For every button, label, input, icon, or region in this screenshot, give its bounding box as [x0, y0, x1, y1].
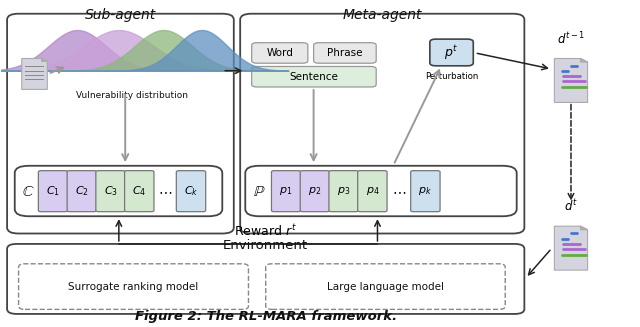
- Text: Word: Word: [266, 48, 293, 58]
- Text: Sentence: Sentence: [289, 72, 338, 81]
- FancyBboxPatch shape: [38, 171, 68, 212]
- Text: Surrogate ranking model: Surrogate ranking model: [68, 282, 198, 292]
- FancyBboxPatch shape: [176, 171, 205, 212]
- Text: $C_1$: $C_1$: [46, 184, 60, 198]
- Text: Figure 2: The RL-MARA framework.: Figure 2: The RL-MARA framework.: [134, 310, 397, 323]
- FancyBboxPatch shape: [7, 14, 234, 233]
- Text: Reward $r^t$: Reward $r^t$: [234, 223, 297, 239]
- FancyBboxPatch shape: [96, 171, 125, 212]
- FancyBboxPatch shape: [314, 43, 376, 63]
- FancyBboxPatch shape: [125, 171, 154, 212]
- Text: Perturbation: Perturbation: [425, 72, 478, 81]
- FancyBboxPatch shape: [411, 171, 440, 212]
- FancyBboxPatch shape: [15, 166, 222, 216]
- Text: Large language model: Large language model: [326, 282, 444, 292]
- Polygon shape: [580, 226, 588, 230]
- Text: Vulnerability distribution: Vulnerability distribution: [76, 91, 188, 99]
- Text: Sub-agent: Sub-agent: [85, 9, 156, 22]
- Text: $\mathbb{P}$: $\mathbb{P}$: [253, 184, 266, 199]
- FancyBboxPatch shape: [300, 171, 330, 212]
- Text: $\mathbb{C}$: $\mathbb{C}$: [22, 184, 35, 199]
- FancyBboxPatch shape: [252, 66, 376, 87]
- FancyBboxPatch shape: [430, 39, 473, 66]
- Polygon shape: [42, 59, 47, 61]
- Polygon shape: [22, 59, 47, 89]
- Polygon shape: [554, 59, 588, 102]
- FancyBboxPatch shape: [245, 166, 516, 216]
- Text: $p_1$: $p_1$: [280, 185, 293, 197]
- Text: Environment: Environment: [223, 239, 308, 252]
- FancyBboxPatch shape: [271, 171, 301, 212]
- Text: $\cdots$: $\cdots$: [392, 184, 406, 198]
- FancyBboxPatch shape: [7, 244, 524, 314]
- FancyBboxPatch shape: [329, 171, 358, 212]
- FancyBboxPatch shape: [240, 14, 524, 233]
- Text: Phrase: Phrase: [327, 48, 363, 58]
- FancyBboxPatch shape: [252, 43, 308, 63]
- FancyBboxPatch shape: [266, 264, 505, 309]
- Text: $p_3$: $p_3$: [337, 185, 350, 197]
- Text: $p^t$: $p^t$: [444, 43, 459, 62]
- Text: $C_3$: $C_3$: [104, 184, 118, 198]
- Polygon shape: [554, 226, 588, 270]
- Text: $d^{t}$: $d^{t}$: [564, 199, 578, 214]
- Text: $p_4$: $p_4$: [365, 185, 379, 197]
- Text: $C_2$: $C_2$: [75, 184, 89, 198]
- FancyBboxPatch shape: [19, 264, 248, 309]
- Text: $\cdots$: $\cdots$: [158, 184, 173, 198]
- Text: Meta-agent: Meta-agent: [343, 9, 422, 22]
- Text: $C_4$: $C_4$: [132, 184, 147, 198]
- Text: $p_k$: $p_k$: [419, 185, 432, 197]
- Text: $d^{t-1}$: $d^{t-1}$: [557, 30, 585, 47]
- Text: $C_k$: $C_k$: [184, 184, 198, 198]
- FancyBboxPatch shape: [67, 171, 97, 212]
- Text: $p_2$: $p_2$: [308, 185, 321, 197]
- FancyBboxPatch shape: [358, 171, 387, 212]
- Polygon shape: [580, 59, 588, 62]
